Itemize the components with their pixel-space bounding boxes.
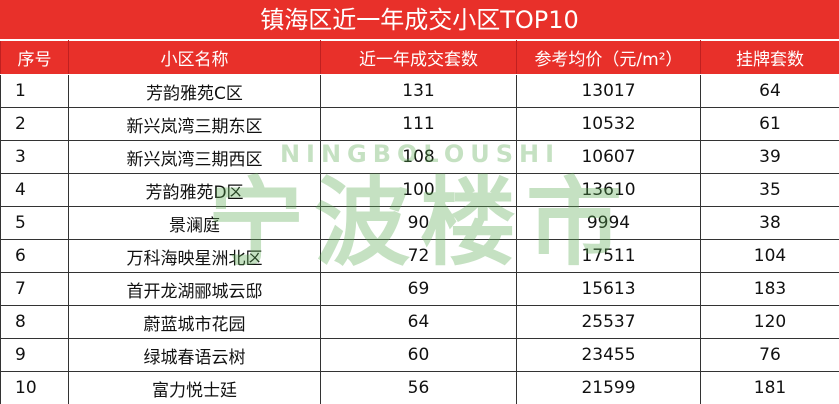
table-row: 2 新兴岚湾三期东区 111 10532 61	[0, 107, 839, 141]
table-cell: 5	[0, 206, 69, 240]
table-cell: 111	[320, 107, 517, 141]
table-cell: 61	[700, 107, 839, 141]
table-cell: 90	[320, 206, 517, 240]
table-cell: 76	[700, 338, 839, 372]
column-header: 挂牌套数	[700, 40, 839, 75]
table-cell: 15613	[516, 272, 701, 306]
column-header: 参考均价（元/m²）	[516, 40, 701, 75]
table-cell: 181	[700, 371, 839, 404]
table-cell: 38	[700, 206, 839, 240]
column-header: 近一年成交套数	[320, 40, 517, 75]
table-cell: 6	[0, 239, 69, 273]
table-cell: 69	[320, 272, 517, 306]
table-row: 3 新兴岚湾三期西区 108 10607 39	[0, 140, 839, 174]
table: 序号 小区名称 近一年成交套数 参考均价（元/m²） 挂牌套数 1 芳韵雅苑C区 131 13…	[0, 40, 839, 404]
table-cell: 绿城春语云树	[68, 338, 321, 372]
table-cell: 108	[320, 140, 517, 174]
table-cell: 23455	[516, 338, 701, 372]
table-row: 1 芳韵雅苑C区 131 13017 64	[0, 74, 839, 108]
table-cell: 7	[0, 272, 69, 306]
table-cell: 64	[320, 305, 517, 339]
title: 镇海区近一年成交小区TOP10	[0, 0, 839, 40]
table-cell: 9994	[516, 206, 701, 240]
column-header: 小区名称	[68, 40, 321, 75]
table-cell: 120	[700, 305, 839, 339]
table-cell: 21599	[516, 371, 701, 404]
table-row: 7 首开龙湖郦城云邸 69 15613 183	[0, 272, 839, 306]
table-row: 9 绿城春语云树 60 23455 76	[0, 338, 839, 372]
table-cell: 8	[0, 305, 69, 339]
table-cell: 25537	[516, 305, 701, 339]
table-row: 8 蔚蓝城市花园 64 25537 120	[0, 305, 839, 339]
table-cell: 13610	[516, 173, 701, 207]
table-cell: 131	[320, 74, 517, 108]
table-cell: 万科海映星洲北区	[68, 239, 321, 273]
table-row: 4 芳韵雅苑D区 100 13610 35	[0, 173, 839, 207]
table-cell: 10532	[516, 107, 701, 141]
header-row: 序号 小区名称 近一年成交套数 参考均价（元/m²） 挂牌套数	[0, 40, 839, 75]
table-cell: 60	[320, 338, 517, 372]
table-cell: 35	[700, 173, 839, 207]
table-cell: 1	[0, 74, 69, 108]
table-body: 1 芳韵雅苑C区 131 13017 64 2 新兴岚湾三期东区 111 10532 61 3 新兴岚…	[0, 74, 839, 404]
table-cell: 10607	[516, 140, 701, 174]
table-cell: 芳韵雅苑D区	[68, 173, 321, 207]
table-cell: 10	[0, 371, 69, 404]
table-cell: 景澜庭	[68, 206, 321, 240]
table-cell: 39	[700, 140, 839, 174]
table-row: 10 富力悦士廷 56 21599 181	[0, 371, 839, 404]
table-row: 5 景澜庭 90 9994 38	[0, 206, 839, 240]
table-cell: 64	[700, 74, 839, 108]
table-cell: 芳韵雅苑C区	[68, 74, 321, 108]
table-cell: 蔚蓝城市花园	[68, 305, 321, 339]
table-cell: 首开龙湖郦城云邸	[68, 272, 321, 306]
table-cell: 183	[700, 272, 839, 306]
table-cell: 4	[0, 173, 69, 207]
table-cell: 56	[320, 371, 517, 404]
table-cell: 新兴岚湾三期西区	[68, 140, 321, 174]
table-cell: 2	[0, 107, 69, 141]
table-cell: 72	[320, 239, 517, 273]
table-cell: 3	[0, 140, 69, 174]
table-cell: 100	[320, 173, 517, 207]
table-cell: 新兴岚湾三期东区	[68, 107, 321, 141]
column-header: 序号	[0, 40, 69, 75]
table-cell: 17511	[516, 239, 701, 273]
table-row: 6 万科海映星洲北区 72 17511 104	[0, 239, 839, 273]
table-cell: 104	[700, 239, 839, 273]
table-cell: 13017	[516, 74, 701, 108]
table-cell: 9	[0, 338, 69, 372]
table-cell: 富力悦士廷	[68, 371, 321, 404]
